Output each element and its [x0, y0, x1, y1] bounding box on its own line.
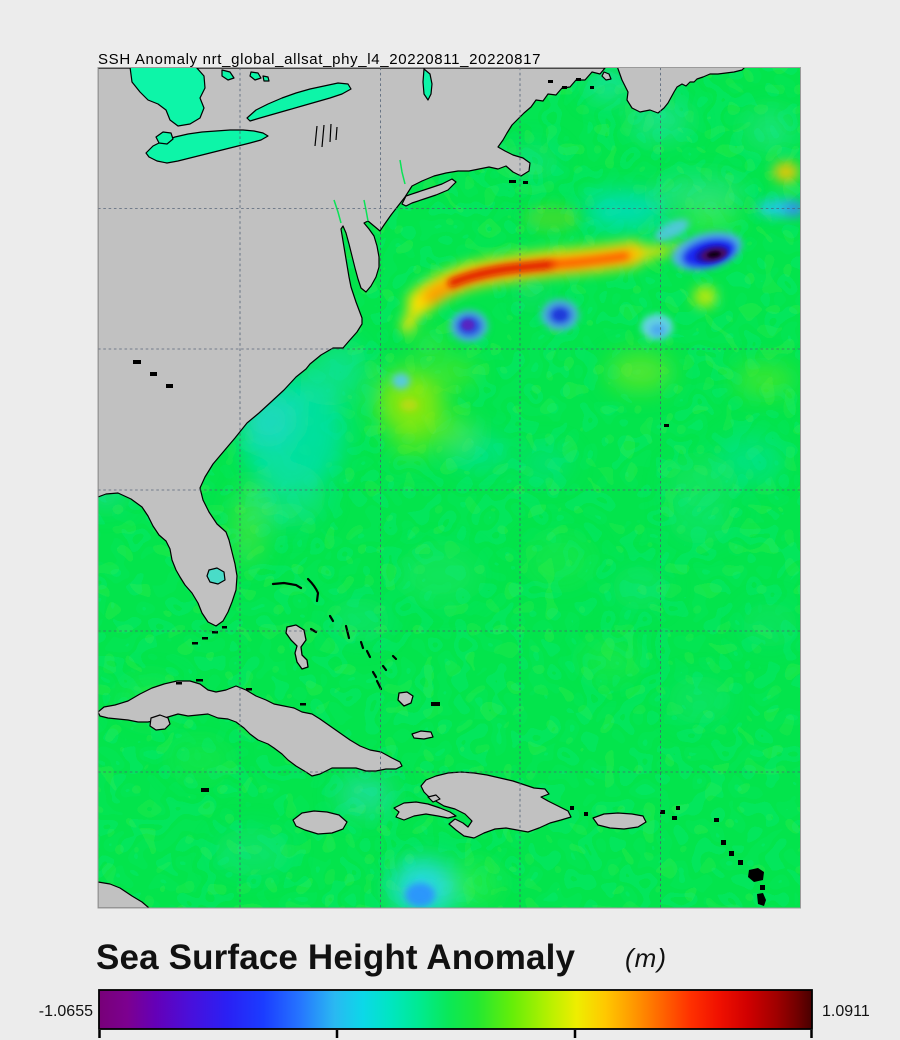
svg-text:1.0911: 1.0911 [822, 1003, 870, 1020]
svg-text:-1.0655: -1.0655 [39, 1003, 93, 1020]
svg-text:(m): (m) [625, 943, 667, 973]
svg-text:Sea Surface Height Anomaly: Sea Surface Height Anomaly [96, 938, 576, 977]
svg-text:SSH Anomaly nrt_global_allsat_: SSH Anomaly nrt_global_allsat_phy_l4_202… [98, 51, 541, 68]
